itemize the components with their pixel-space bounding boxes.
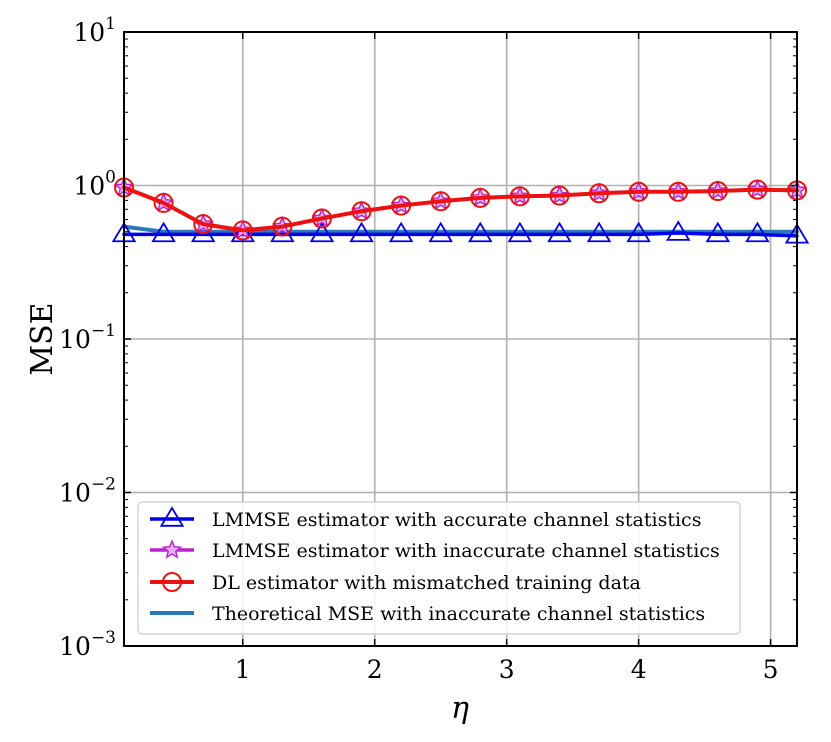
x-tick-label: 2 [367,655,383,684]
x-axis-label: η [451,691,469,726]
y-tick-label: 10−1 [59,321,116,354]
circle-marker [707,181,728,202]
triangle-marker [309,221,335,243]
circle-marker [153,192,174,213]
circle-marker [628,181,649,202]
y-tick-label: 101 [73,14,116,47]
x-tick-label: 3 [499,655,515,684]
legend-entry: DL estimator with mismatched training da… [150,572,641,594]
triangle-marker [745,221,770,243]
legend-entry: LMMSE estimator with inaccurate channel … [150,539,720,562]
triangle-marker [705,221,731,243]
triangle-marker [151,221,176,243]
y-tick-label: 10−2 [59,475,116,508]
triangle-marker [388,221,414,243]
legend-box [137,501,741,635]
circle-marker [747,179,768,200]
circle-marker [668,181,689,202]
circle-marker [193,214,214,235]
star-marker [161,539,183,559]
plot-frame [123,31,798,647]
circle-marker [272,216,293,237]
triangle-marker [626,221,651,243]
circle-marker [351,201,372,222]
triangle-marker [468,221,493,243]
legend: LMMSE estimator with accurate channel st… [137,501,741,635]
circle-marker [549,185,570,206]
circle-marker [589,183,610,204]
triangle-marker [159,506,185,527]
legend-label: LMMSE estimator with accurate channel st… [212,509,701,531]
series-line [122,185,799,233]
triangle-marker [586,221,612,243]
circle-marker [470,187,491,208]
legend-entry: LMMSE estimator with accurate channel st… [150,506,701,531]
triangle-marker [665,220,691,241]
x-tick-label: 5 [763,655,779,684]
circle-marker [311,208,332,229]
triangle-marker [230,221,256,243]
legend-label: LMMSE estimator with inaccurate channel … [212,540,720,562]
tick-labels: 1 2 3 4 5 10−3 10−2 10−1 100 101 [59,14,778,684]
triangle-marker [349,221,374,243]
legend-label: Theoretical MSE with inaccurate channel … [212,603,705,625]
triangle-marker [428,221,453,243]
x-tick-label: 1 [235,655,251,684]
triangle-marker [507,221,533,243]
legend-label: DL estimator with mismatched training da… [212,572,641,594]
circle-marker [232,220,253,241]
circle-marker [162,572,182,592]
series-line [122,231,799,238]
y-tick-label: 10−3 [59,628,116,661]
x-tick-label: 4 [631,655,647,684]
series-circle [114,177,807,241]
circle-marker [391,195,412,216]
series-layer [111,176,810,244]
triangle-marker [547,221,572,243]
circle-marker [509,186,530,207]
y-tick-label: 100 [73,168,116,201]
legend-entry: Theoretical MSE with inaccurate channel … [150,603,705,625]
circle-marker [430,191,451,212]
y-axis-label: MSE [25,302,60,375]
